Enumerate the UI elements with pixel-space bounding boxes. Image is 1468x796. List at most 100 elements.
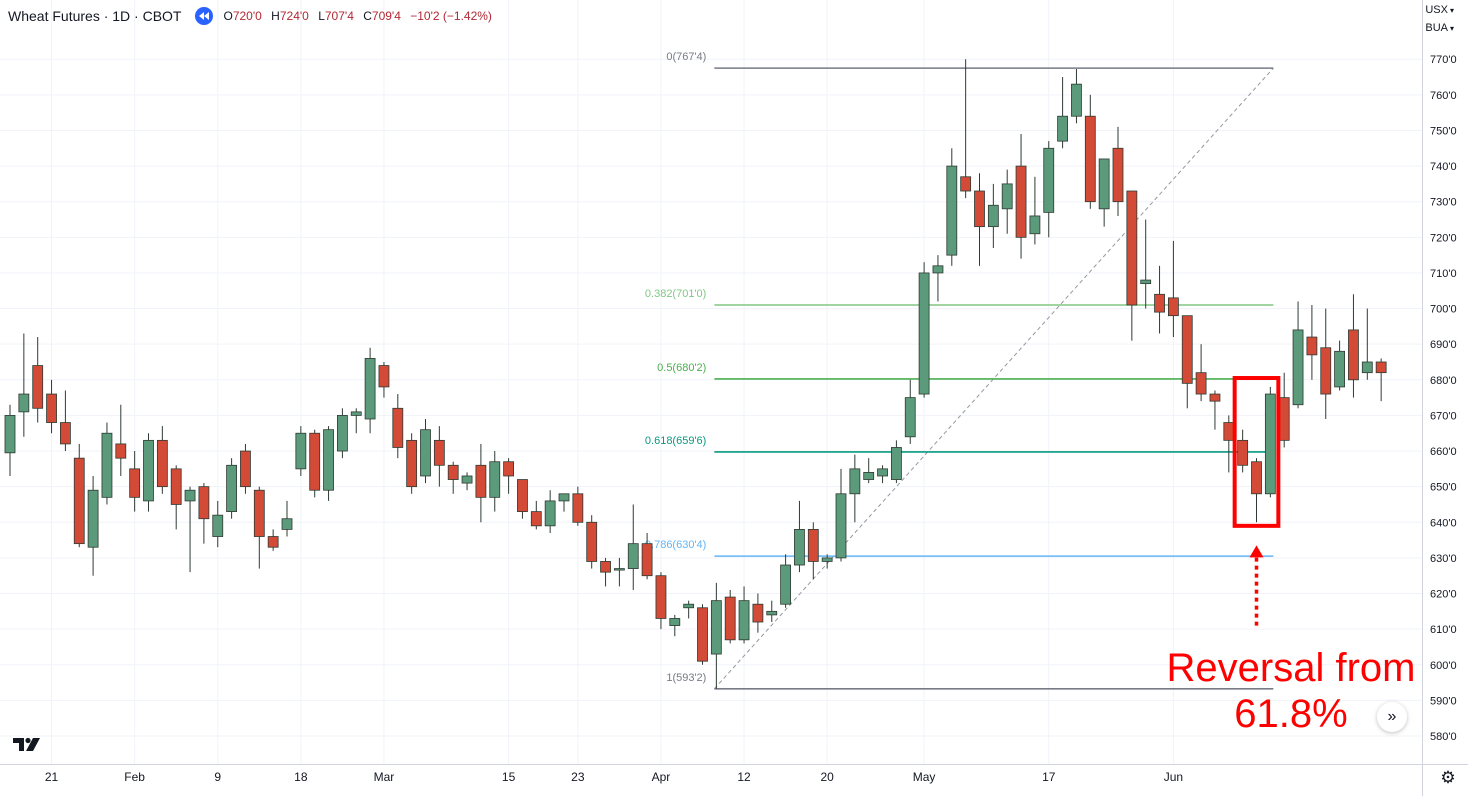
candle-body bbox=[863, 472, 875, 480]
currency-label: USX bbox=[1425, 4, 1448, 16]
candle-body bbox=[1251, 461, 1262, 495]
candle-body bbox=[406, 439, 418, 488]
candle-body bbox=[336, 415, 348, 452]
candle-body bbox=[475, 464, 487, 498]
candle-body bbox=[60, 422, 71, 445]
high-value: 724'0 bbox=[279, 9, 309, 23]
candle bbox=[226, 458, 238, 519]
candle bbox=[1278, 372, 1290, 448]
candle bbox=[1209, 390, 1221, 430]
open-label: O bbox=[223, 9, 233, 23]
candle bbox=[1264, 386, 1276, 498]
candle-body bbox=[143, 439, 154, 502]
candle bbox=[1195, 344, 1207, 402]
fib-level-label: 1(593'2) bbox=[666, 672, 706, 684]
annotation-line-1: Reversal from bbox=[1166, 646, 1416, 690]
candle bbox=[877, 465, 888, 484]
open-value: 720'0 bbox=[232, 9, 262, 23]
candle bbox=[1098, 158, 1110, 227]
x-tick-label: 12 bbox=[737, 770, 751, 784]
candle-body bbox=[253, 489, 265, 537]
unit-selector[interactable]: BUA ▾ bbox=[1425, 22, 1454, 34]
y-tick-label: 750'0 bbox=[1430, 125, 1457, 137]
annotation-arrow bbox=[1249, 545, 1264, 626]
candle bbox=[558, 493, 570, 512]
candle bbox=[1043, 141, 1055, 238]
x-tick-label: Jun bbox=[1164, 770, 1183, 784]
double-chevron-right-icon: » bbox=[1387, 708, 1397, 725]
candle-body bbox=[780, 564, 791, 605]
y-tick-label: 600'0 bbox=[1430, 660, 1457, 672]
candle bbox=[1071, 69, 1082, 124]
candle bbox=[503, 458, 515, 494]
candle bbox=[794, 500, 805, 573]
reversal-highlight-box bbox=[1232, 376, 1281, 528]
highlight-box bbox=[1232, 376, 1281, 528]
candle bbox=[1154, 265, 1165, 334]
candle bbox=[517, 479, 528, 519]
annotation-text: Reversal from 61.8% bbox=[1158, 645, 1424, 737]
candle bbox=[1126, 190, 1138, 341]
candle bbox=[821, 554, 833, 569]
candle-body bbox=[849, 468, 861, 495]
candle-body bbox=[1015, 165, 1027, 238]
candle-body bbox=[226, 464, 238, 512]
x-tick-label: Feb bbox=[124, 770, 145, 784]
y-tick-label: 770'0 bbox=[1430, 54, 1457, 66]
candle bbox=[461, 472, 473, 491]
currency-selector[interactable]: USX ▾ bbox=[1425, 4, 1454, 16]
candle bbox=[212, 500, 224, 548]
settings-gear-icon[interactable]: ⚙ bbox=[1440, 768, 1456, 787]
candle bbox=[974, 173, 985, 266]
candle bbox=[1361, 308, 1373, 380]
candle-body bbox=[489, 461, 501, 498]
candle-body bbox=[946, 165, 958, 256]
candle-body bbox=[170, 468, 182, 505]
fib-level-label: 0.382(701'0) bbox=[645, 288, 706, 300]
candle-body bbox=[1320, 347, 1332, 395]
candle-body bbox=[1112, 147, 1124, 203]
candle bbox=[891, 440, 902, 484]
candle bbox=[406, 433, 418, 494]
candle-body bbox=[184, 489, 196, 502]
candle-body bbox=[530, 511, 542, 527]
candle-body bbox=[115, 443, 127, 459]
fibonacci-retracement[interactable]: 0(767'4) 0.382(701'0) 0.5(680'2) 0.618(659'… bbox=[645, 51, 1274, 690]
candle bbox=[1375, 358, 1387, 402]
candle bbox=[932, 255, 944, 302]
y-tick-label: 730'0 bbox=[1430, 197, 1457, 209]
candle-body bbox=[544, 500, 556, 527]
candle-body bbox=[1237, 439, 1249, 466]
candle bbox=[1237, 429, 1249, 473]
candle-body bbox=[1001, 183, 1013, 210]
candle-body bbox=[600, 561, 611, 573]
rewind-icon[interactable] bbox=[195, 7, 214, 25]
candle-body bbox=[1029, 215, 1041, 235]
scroll-to-latest-button[interactable]: » bbox=[1377, 702, 1407, 732]
y-tick-label: 710'0 bbox=[1430, 268, 1457, 280]
candle bbox=[184, 486, 196, 573]
candle-body bbox=[1181, 315, 1193, 384]
candle-body bbox=[932, 265, 944, 274]
candle-body bbox=[101, 432, 113, 498]
candle bbox=[627, 504, 639, 590]
tradingview-logo-icon[interactable] bbox=[12, 734, 44, 754]
candle-body bbox=[614, 568, 625, 571]
candle-body bbox=[1375, 361, 1387, 374]
low-value: 707'4 bbox=[324, 9, 354, 23]
symbol-title[interactable]: Wheat Futures · 1D · CBOT bbox=[8, 8, 182, 24]
candle-body bbox=[586, 521, 598, 562]
candle-body bbox=[1084, 115, 1096, 203]
candle-body bbox=[1264, 393, 1276, 495]
candle bbox=[987, 183, 999, 249]
candle bbox=[115, 404, 127, 476]
candle-body bbox=[572, 493, 584, 523]
candle-body bbox=[627, 543, 639, 569]
candle-body bbox=[32, 365, 44, 409]
candle bbox=[101, 422, 113, 505]
candle-body bbox=[309, 432, 321, 491]
fib-trend-line bbox=[713, 67, 1274, 690]
candle bbox=[641, 532, 653, 580]
candle-body bbox=[364, 358, 376, 420]
